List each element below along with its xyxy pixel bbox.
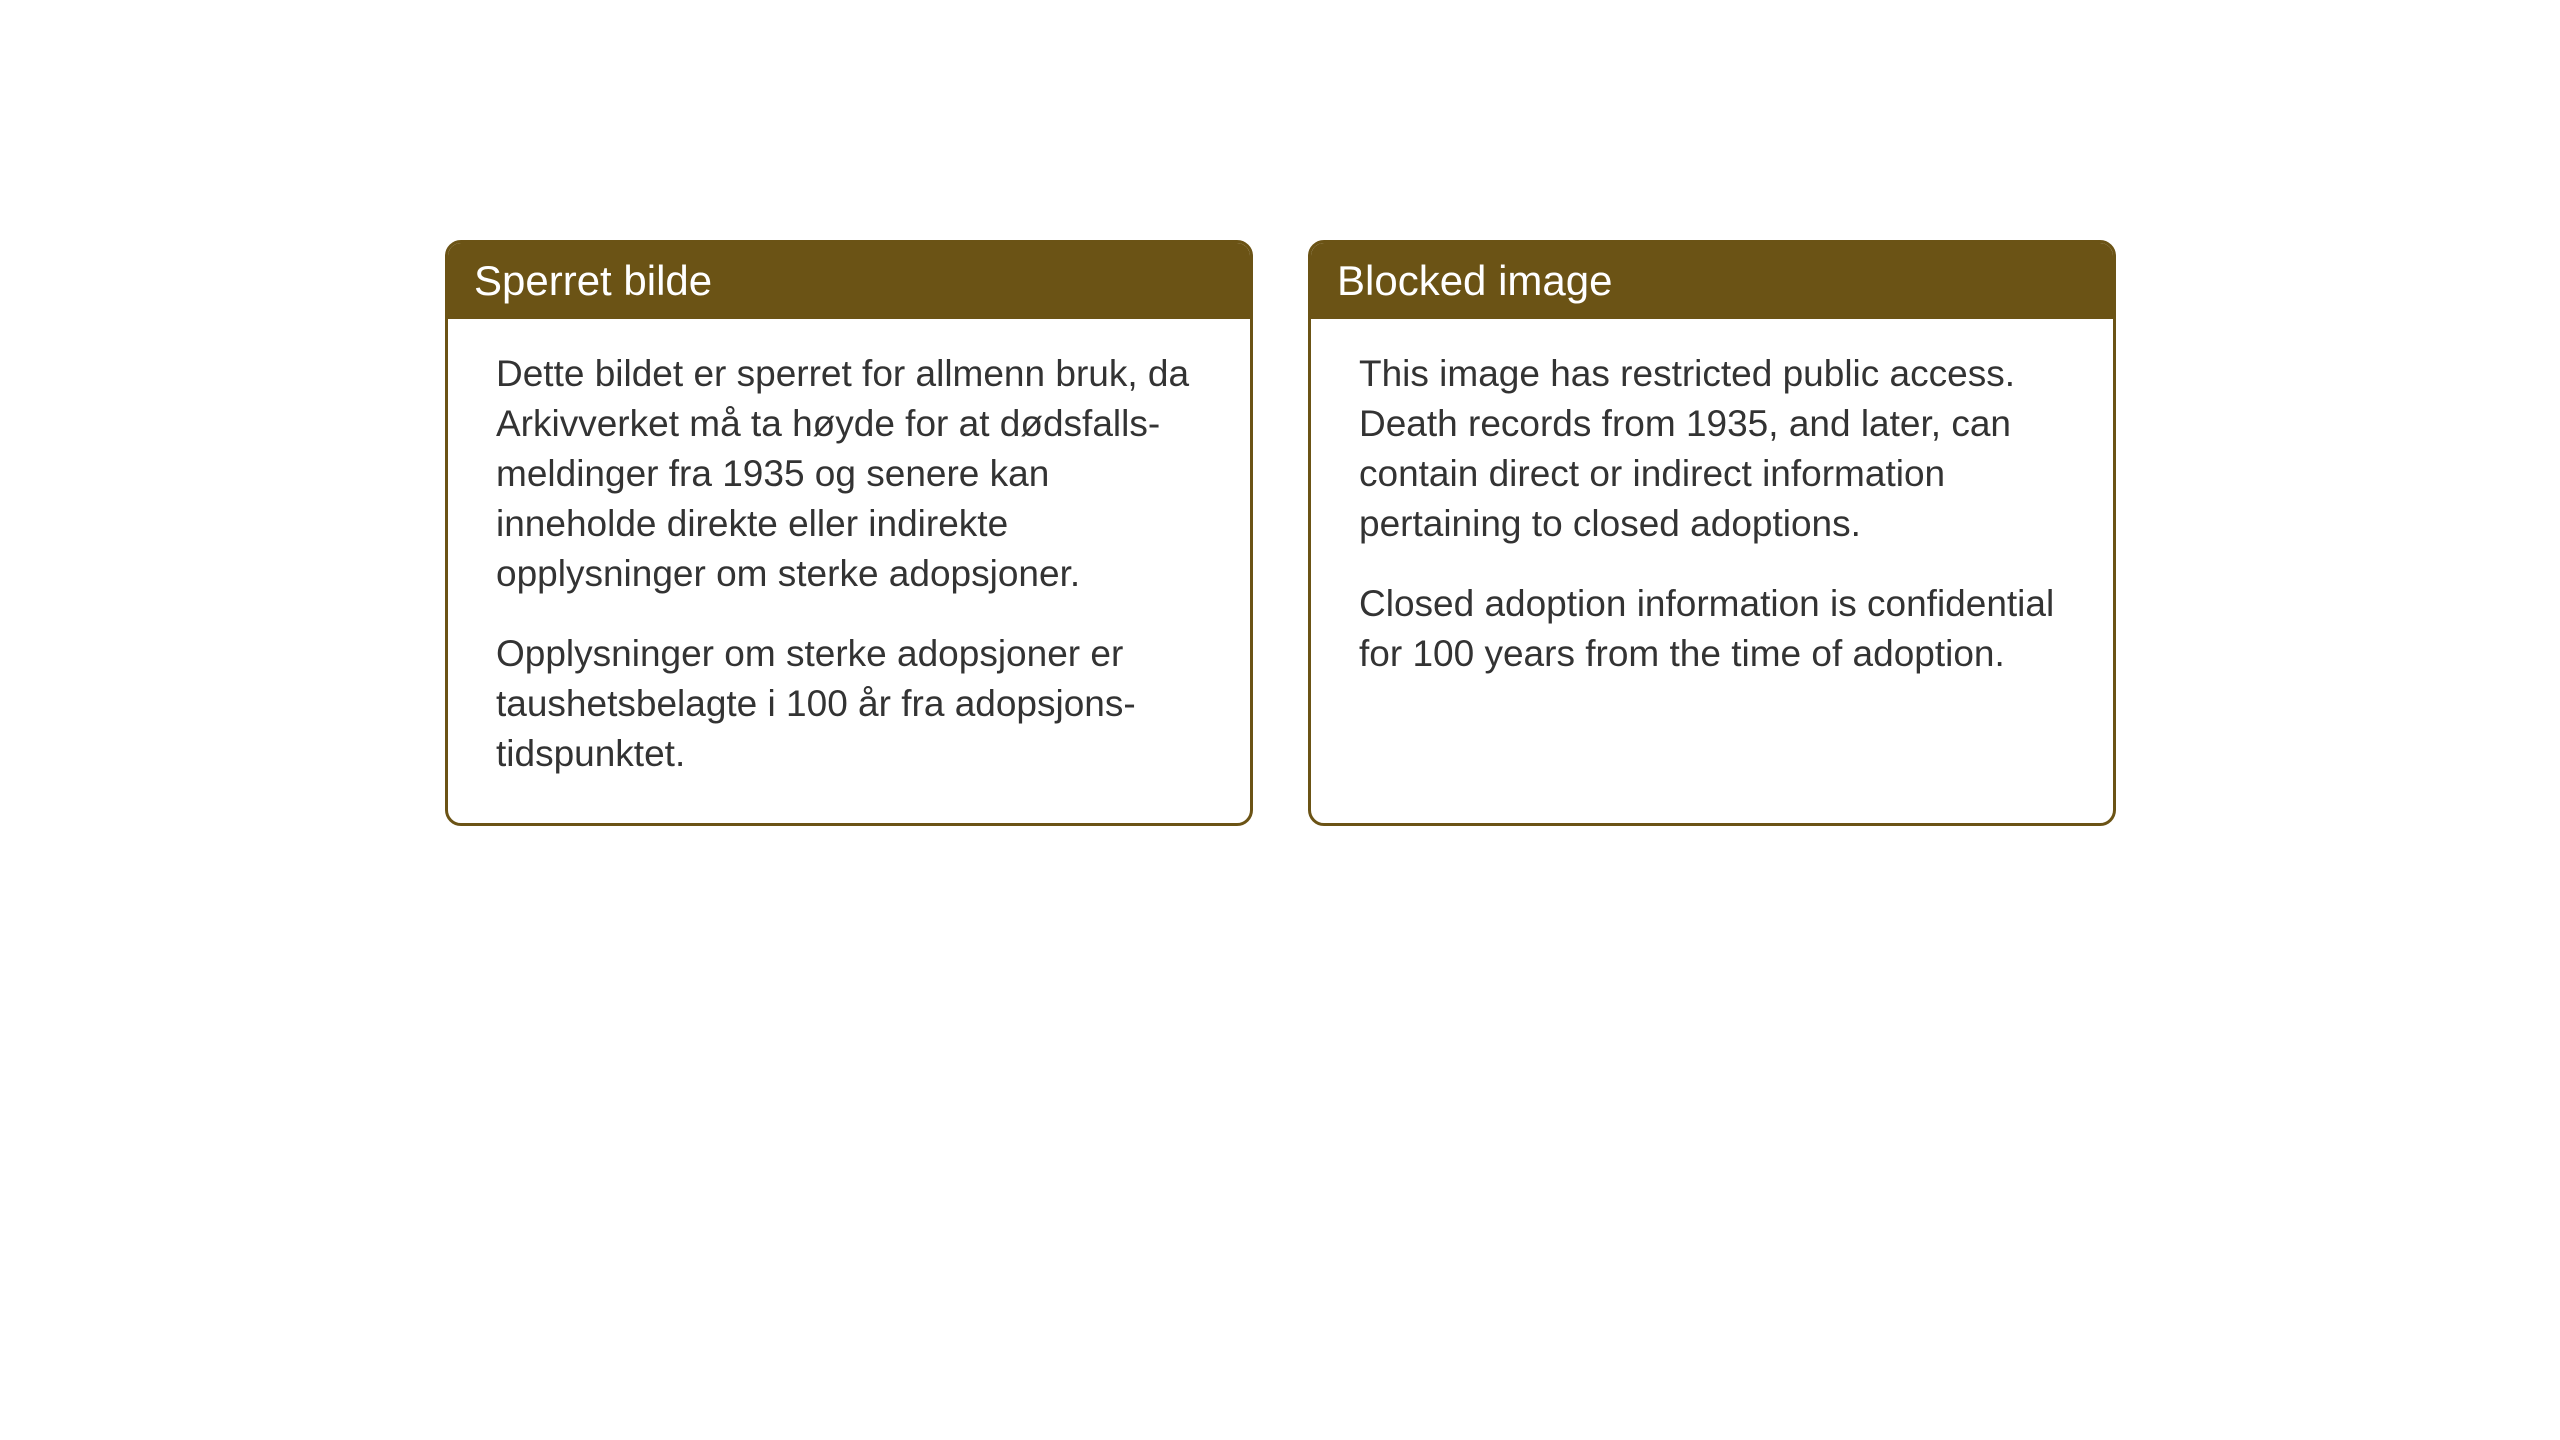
cards-container: Sperret bilde Dette bildet er sperret fo… [445,240,2116,826]
english-paragraph-1: This image has restricted public access.… [1359,349,2065,549]
norwegian-card-body: Dette bildet er sperret for allmenn bruk… [448,319,1250,823]
norwegian-paragraph-2: Opplysninger om sterke adopsjoner er tau… [496,629,1202,779]
norwegian-paragraph-1: Dette bildet er sperret for allmenn bruk… [496,349,1202,599]
english-paragraph-2: Closed adoption information is confident… [1359,579,2065,679]
norwegian-card-title: Sperret bilde [448,243,1250,319]
english-card-title: Blocked image [1311,243,2113,319]
english-card-body: This image has restricted public access.… [1311,319,2113,723]
norwegian-card: Sperret bilde Dette bildet er sperret fo… [445,240,1253,826]
english-card: Blocked image This image has restricted … [1308,240,2116,826]
